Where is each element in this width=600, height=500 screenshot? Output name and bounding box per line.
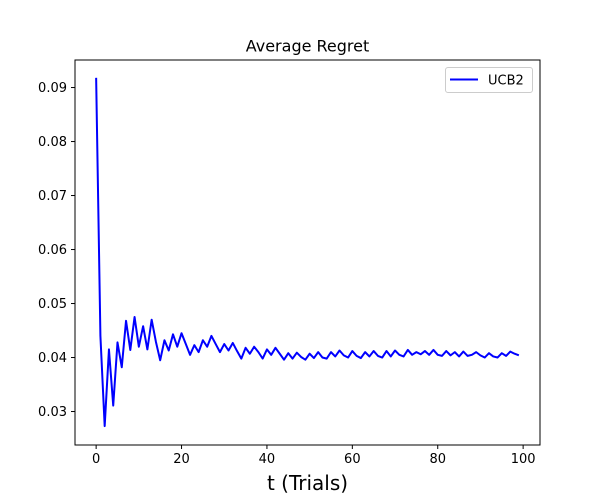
y-axis-ticks: 0.03 0.04 0.05 0.06 0.07 0.08 0.09 — [38, 81, 75, 420]
x-tick-label: 100 — [511, 452, 536, 467]
x-tick-label: 60 — [344, 452, 361, 467]
x-tick-label: 20 — [173, 452, 190, 467]
y-tick-label: 0.09 — [38, 81, 67, 96]
legend: UCB2 — [445, 67, 533, 93]
legend-label-ucb2: UCB2 — [488, 74, 524, 89]
legend-box — [445, 67, 533, 93]
x-axis-ticks: 0 20 40 60 80 100 — [92, 445, 536, 467]
plot-area — [75, 60, 540, 445]
plot-frame — [74, 59, 541, 446]
chart-title: Average Regret — [246, 37, 370, 56]
y-tick-label: 0.06 — [38, 243, 67, 258]
y-tick-label: 0.04 — [38, 351, 67, 366]
x-tick-label: 0 — [92, 452, 100, 467]
x-tick-label: 80 — [429, 452, 446, 467]
x-axis-label: t (Trials) — [267, 471, 348, 495]
y-tick-label: 0.05 — [38, 297, 67, 312]
series-line-ucb2 — [95, 77, 520, 428]
series-lines — [95, 77, 520, 428]
y-tick-label: 0.03 — [38, 405, 67, 420]
y-tick-label: 0.07 — [38, 189, 67, 204]
x-tick-label: 40 — [259, 452, 276, 467]
y-tick-label: 0.08 — [38, 135, 67, 150]
